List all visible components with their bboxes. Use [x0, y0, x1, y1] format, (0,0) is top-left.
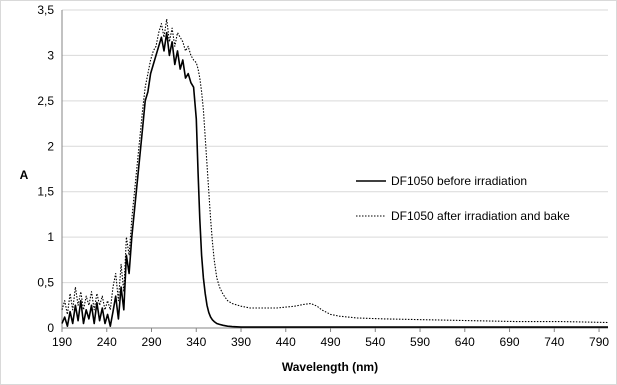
- legend-label-before: DF1050 before irradiation: [391, 174, 527, 188]
- series-line-after-irradiation-bake: [61, 18, 609, 324]
- x-tick-label: 740: [544, 335, 564, 349]
- legend-label-after: DF1050 after irradiation and bake: [391, 209, 570, 223]
- x-tick-label: 640: [455, 335, 475, 349]
- y-tick-label: 3,5: [37, 3, 54, 17]
- y-tick-label: 2: [47, 139, 54, 153]
- x-axis-title: Wavelength (nm): [282, 360, 378, 374]
- x-tick-label: 540: [365, 335, 385, 349]
- axes: [61, 10, 608, 332]
- y-tick-label: 1: [47, 230, 54, 244]
- y-tick-label: 1,5: [37, 185, 54, 199]
- y-tick-label: 0: [47, 321, 54, 335]
- x-tick-label: 590: [410, 335, 430, 349]
- x-tick-label: 290: [141, 335, 161, 349]
- x-tick-label: 240: [97, 335, 117, 349]
- x-tick-label: 790: [589, 335, 609, 349]
- series-line-before-irradiation: [61, 31, 608, 328]
- legend: DF1050 before irradiation DF1050 after i…: [356, 174, 570, 223]
- grid-lines: [62, 9, 608, 284]
- x-tick-label: 390: [231, 335, 251, 349]
- x-tick-label: 440: [276, 335, 296, 349]
- y-axis-title: A: [20, 168, 29, 182]
- x-tick-label: 340: [186, 335, 206, 349]
- y-tick-label: 2,5: [37, 94, 54, 108]
- series-lines: [61, 18, 609, 328]
- x-tick-label: 490: [321, 335, 341, 349]
- x-tick-label: 690: [500, 335, 520, 349]
- tick-labels: 0 0,5 1 1,5 2 2,5 3 3,5 190 240 290 340 390 440 490 540…: [37, 3, 609, 349]
- y-tick-label: 0,5: [37, 276, 54, 290]
- x-tick-label: 190: [52, 335, 72, 349]
- y-tick-label: 3: [47, 48, 54, 62]
